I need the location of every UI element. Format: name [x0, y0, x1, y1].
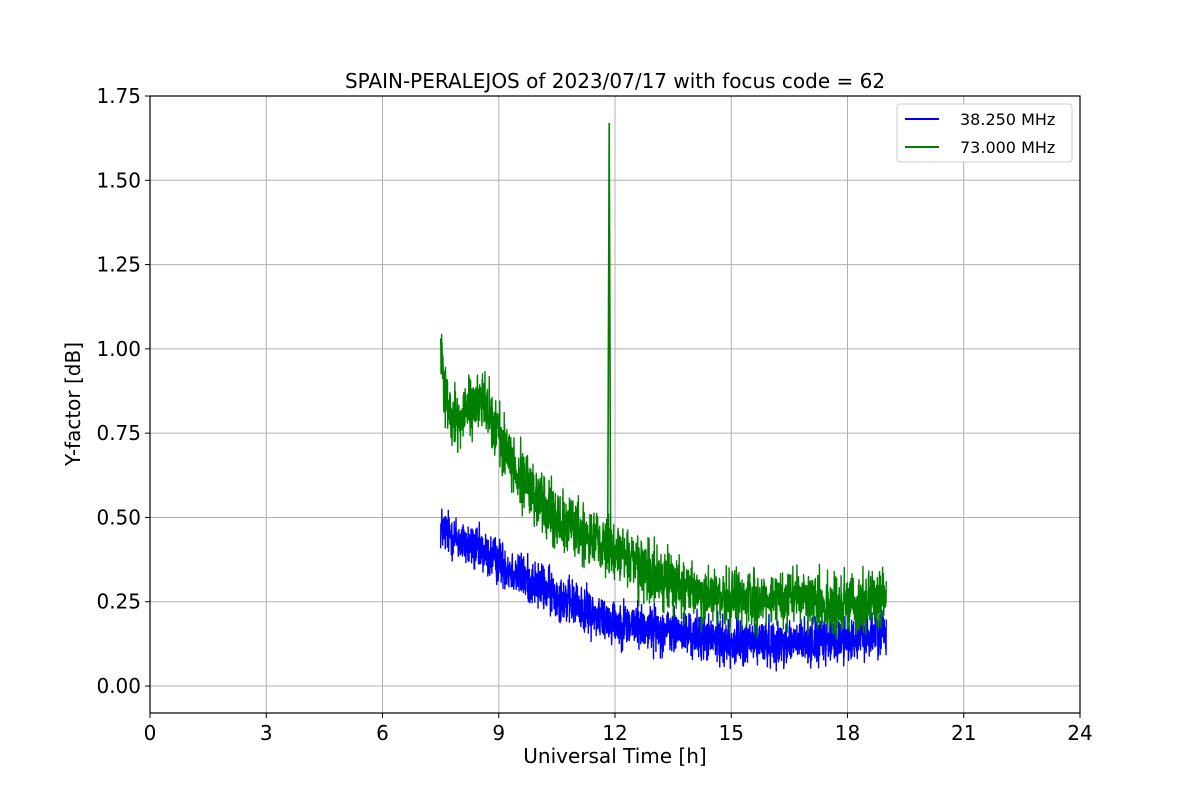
y-tick-label: 1.00: [96, 337, 141, 361]
x-tick-label: 18: [835, 721, 860, 745]
x-tick-label: 15: [719, 721, 744, 745]
y-tick-label: 0.50: [96, 505, 141, 529]
chart-title: SPAIN-PERALEJOS of 2023/07/17 with focus…: [345, 69, 885, 93]
y-tick-label: 0.25: [96, 590, 141, 614]
y-tick-label: 1.50: [96, 168, 141, 192]
x-tick-label: 24: [1067, 721, 1092, 745]
y-tick-label: 0.00: [96, 674, 141, 698]
legend-box: [896, 103, 1073, 163]
x-tick-label: 9: [492, 721, 505, 745]
x-tick-label: 0: [144, 721, 157, 745]
y-axis-ticks: 0.00 0.25 0.50 0.75 1.00 1.25 1.50 1.75: [96, 84, 150, 698]
x-tick-label: 21: [951, 721, 976, 745]
series-line-1: [439, 508, 887, 672]
y-tick-label: 1.25: [96, 253, 141, 277]
series-layer: [439, 122, 887, 672]
legend-label-series-1: 38.250 MHz: [960, 110, 1055, 129]
x-tick-label: 3: [260, 721, 273, 745]
legend-label-series-2: 73.000 MHz: [960, 138, 1055, 157]
x-tick-label: 12: [602, 721, 627, 745]
y-axis-label: Y-factor [dB]: [61, 342, 85, 467]
series-spike-2: [606, 122, 612, 549]
y-tick-label: 1.75: [96, 84, 141, 108]
x-axis-ticks: 0 3 6 9 12 15 18 21 24: [144, 713, 1093, 745]
y-tick-label: 0.75: [96, 421, 141, 445]
x-axis-label: Universal Time [h]: [523, 744, 706, 768]
x-tick-label: 6: [376, 721, 389, 745]
legend: 38.250 MHz 73.000 MHz: [896, 103, 1073, 163]
series-line-2: [439, 333, 887, 640]
